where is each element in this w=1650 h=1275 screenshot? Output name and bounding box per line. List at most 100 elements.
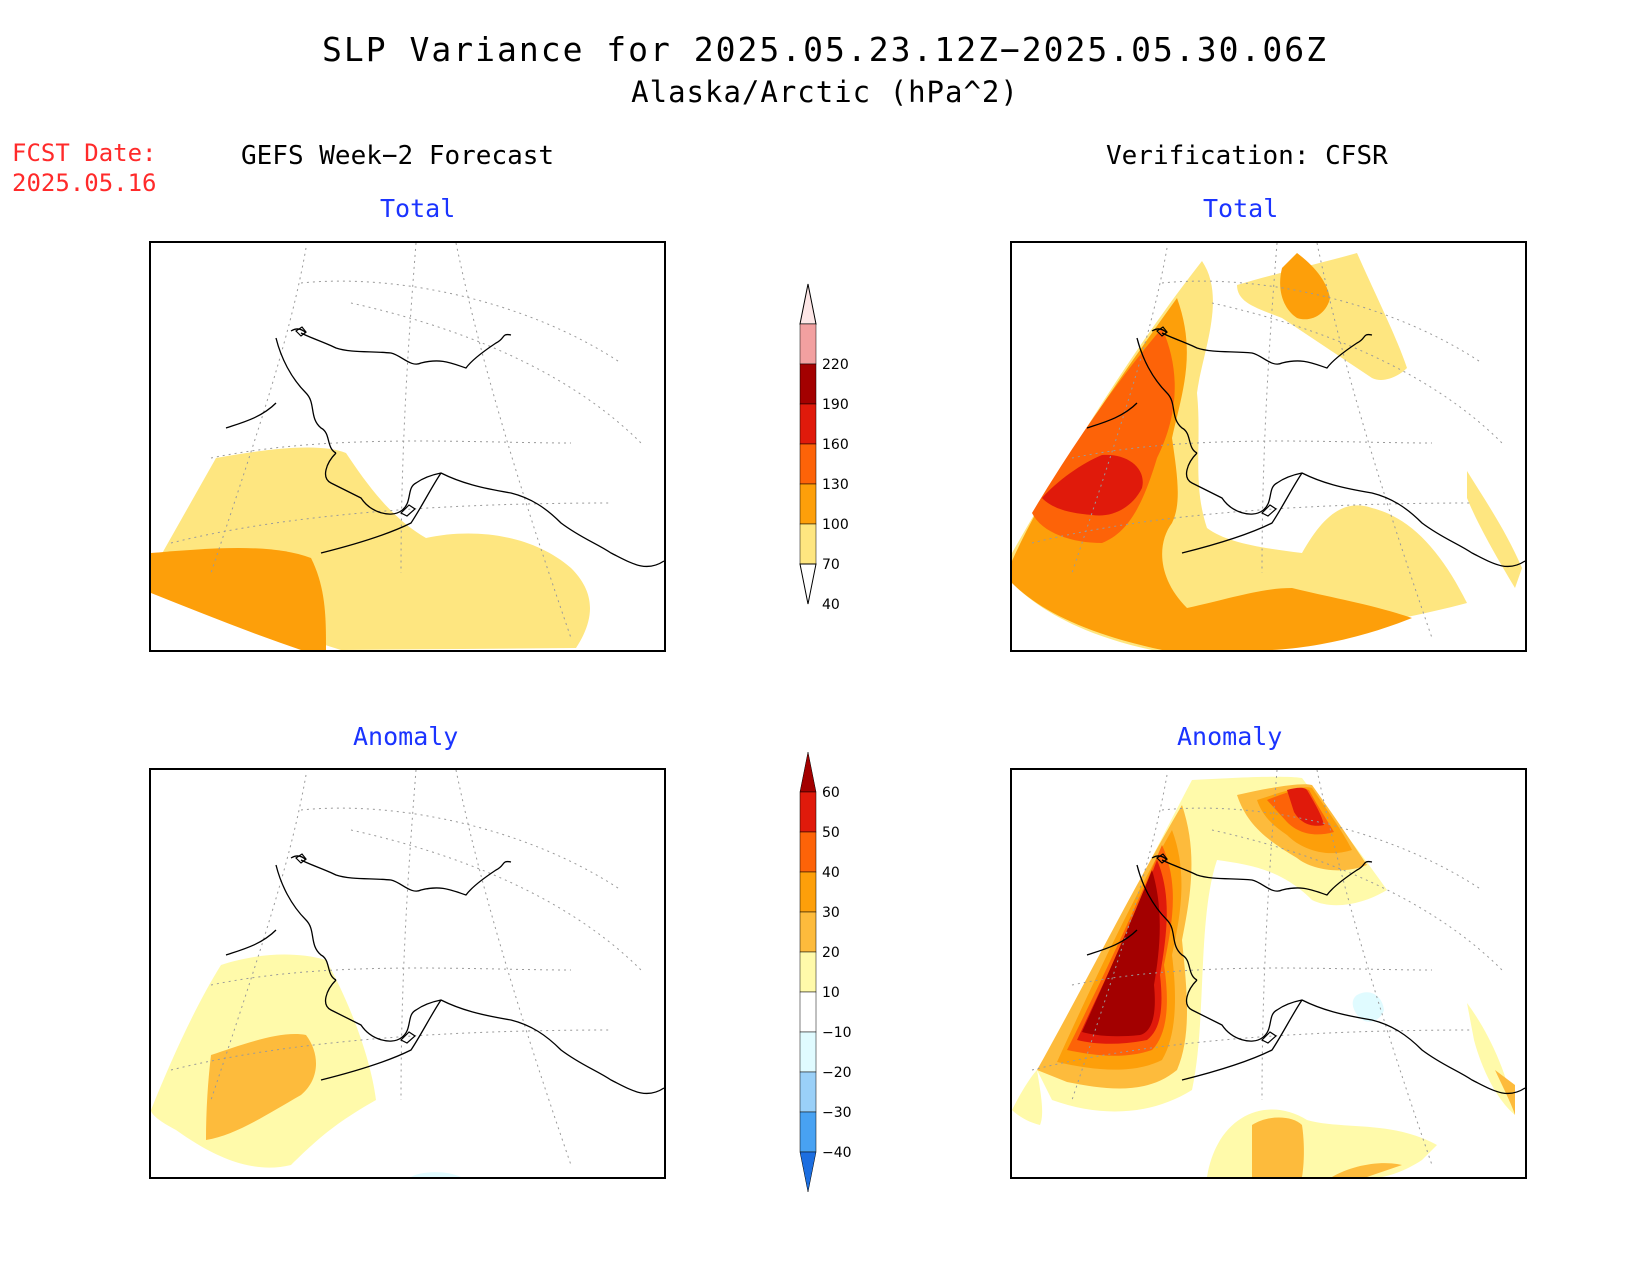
graticule-line	[1071, 967, 1433, 986]
graticule-line	[1261, 243, 1278, 574]
colorbar-segment	[799, 951, 817, 993]
colorbar-bottom-triangle	[799, 563, 817, 605]
graticule-line	[455, 770, 572, 1166]
verification-anomaly-coastline	[1086, 853, 1525, 1095]
verification-anomaly-graticule	[1031, 770, 1503, 1166]
panel-title-verification-total: Total	[1203, 194, 1279, 223]
forecast-anomaly-graticule	[170, 770, 642, 1166]
shaded-contour-a50	[1287, 787, 1324, 826]
left-column-heading: GEFS Week−2 Forecast	[241, 141, 555, 171]
verification-total-shading	[1012, 253, 1522, 650]
right-column-heading: Verification: CFSR	[1106, 141, 1388, 171]
total-colorbar: 220 190 160 130 100 70 40	[790, 283, 870, 618]
coastline	[324, 979, 664, 1095]
shaded-contour-c40	[1467, 471, 1522, 588]
colorbar-tick-label: 220	[822, 357, 849, 373]
map-verification-anomaly-svg	[1012, 770, 1525, 1177]
colorbar-segment	[799, 403, 817, 445]
map-forecast-total-svg	[151, 243, 664, 650]
panel-title-forecast-anomaly: Anomaly	[353, 722, 459, 751]
colorbar-tick-label: 40	[822, 865, 840, 881]
coastline	[300, 332, 512, 369]
colorbar-segment	[799, 991, 817, 1033]
shaded-contour-a20	[1332, 1163, 1402, 1177]
forecast-total-shading	[151, 447, 590, 650]
anomaly-colorbar-svg: 60 50 40 30 20 10 −10 −20 −30 −40	[799, 751, 852, 1193]
forecast-date-label-line1: FCST Date:	[12, 139, 157, 167]
colorbar-segment	[799, 443, 817, 485]
colorbar-tick-label: 190	[822, 397, 849, 413]
shaded-contour-a60	[1082, 870, 1160, 1037]
colorbar-tick-label: −30	[822, 1105, 852, 1121]
shaded-contour-neg10	[1352, 992, 1384, 1022]
colorbar-bottom-triangle	[799, 1151, 817, 1193]
map-forecast-anomaly	[149, 768, 666, 1179]
colorbar-tick-label: −10	[822, 1025, 852, 1041]
graticule-line	[350, 829, 642, 971]
forecast-total-graticule	[170, 243, 642, 639]
colorbar-segment	[799, 791, 817, 833]
forecast-date-value: 2025.05.16	[12, 169, 157, 197]
forecast-date-label: FCST Date: 2025.05.16	[12, 138, 157, 198]
graticule-line	[1071, 440, 1433, 459]
colorbar-segment	[799, 363, 817, 405]
coastline	[320, 999, 442, 1081]
coastline	[1185, 452, 1525, 568]
graticule-line	[350, 302, 642, 444]
island-outline	[399, 1031, 416, 1044]
panel-title-forecast-total: Total	[380, 194, 456, 223]
shaded-contour-c130	[1042, 454, 1143, 516]
coastline	[324, 452, 664, 568]
colorbar-tick-label: 10	[822, 985, 840, 1001]
colorbar-tick-label: 40	[822, 597, 840, 613]
island-outline	[295, 326, 307, 337]
shaded-contour-c70	[151, 548, 326, 650]
island-outline	[1156, 853, 1168, 864]
colorbar-segment	[799, 1111, 817, 1153]
chart-subtitle: Alaska/Arctic (hPa^2)	[631, 75, 1019, 109]
coastline	[1161, 859, 1373, 896]
coastline	[1136, 864, 1198, 981]
coastline	[300, 859, 512, 896]
shaded-contour-a20	[1495, 1070, 1515, 1115]
map-forecast-total	[149, 241, 666, 652]
coastline	[1086, 929, 1138, 956]
colorbar-segment	[799, 1031, 817, 1073]
coastline	[1181, 472, 1303, 554]
shaded-contour-a20	[206, 1034, 317, 1140]
colorbar-tick-label: −40	[822, 1145, 852, 1161]
shaded-contour-c40	[1237, 253, 1407, 380]
shaded-contour-c70	[1012, 298, 1412, 650]
colorbar-segment	[799, 523, 817, 565]
verification-total-graticule	[1031, 243, 1503, 639]
island-outline	[1260, 1031, 1277, 1044]
graticule-line	[1261, 770, 1278, 1101]
graticule-line	[1211, 302, 1503, 444]
map-verification-total	[1010, 241, 1527, 652]
graticule-line	[1211, 829, 1503, 971]
colorbar-segment	[799, 871, 817, 913]
colorbar-top-triangle	[799, 283, 817, 325]
verification-total-coastline	[1086, 326, 1525, 568]
colorbar-top-triangle	[799, 751, 817, 793]
coastline	[320, 472, 442, 554]
shaded-contour-neg10	[411, 1172, 461, 1177]
graticule-line	[210, 440, 572, 459]
map-forecast-anomaly-svg	[151, 770, 664, 1177]
coastline	[275, 864, 337, 981]
coastline	[1181, 999, 1303, 1081]
coastline	[275, 337, 337, 454]
forecast-total-coastline	[225, 326, 664, 568]
coastline	[225, 929, 277, 956]
colorbar-tick-label: 100	[822, 517, 849, 533]
colorbar-tick-label: 30	[822, 905, 840, 921]
colorbar-tick-label: 50	[822, 825, 840, 841]
colorbar-tick-label: 20	[822, 945, 840, 961]
graticule-line	[400, 770, 417, 1101]
colorbar-tick-label: 70	[822, 557, 840, 573]
shaded-contour-a10	[1467, 1003, 1515, 1115]
total-colorbar-svg: 220 190 160 130 100 70 40	[799, 283, 849, 613]
coastline	[1185, 979, 1525, 1095]
colorbar-tick-label: −20	[822, 1065, 852, 1081]
panel-title-verification-anomaly: Anomaly	[1177, 722, 1283, 751]
